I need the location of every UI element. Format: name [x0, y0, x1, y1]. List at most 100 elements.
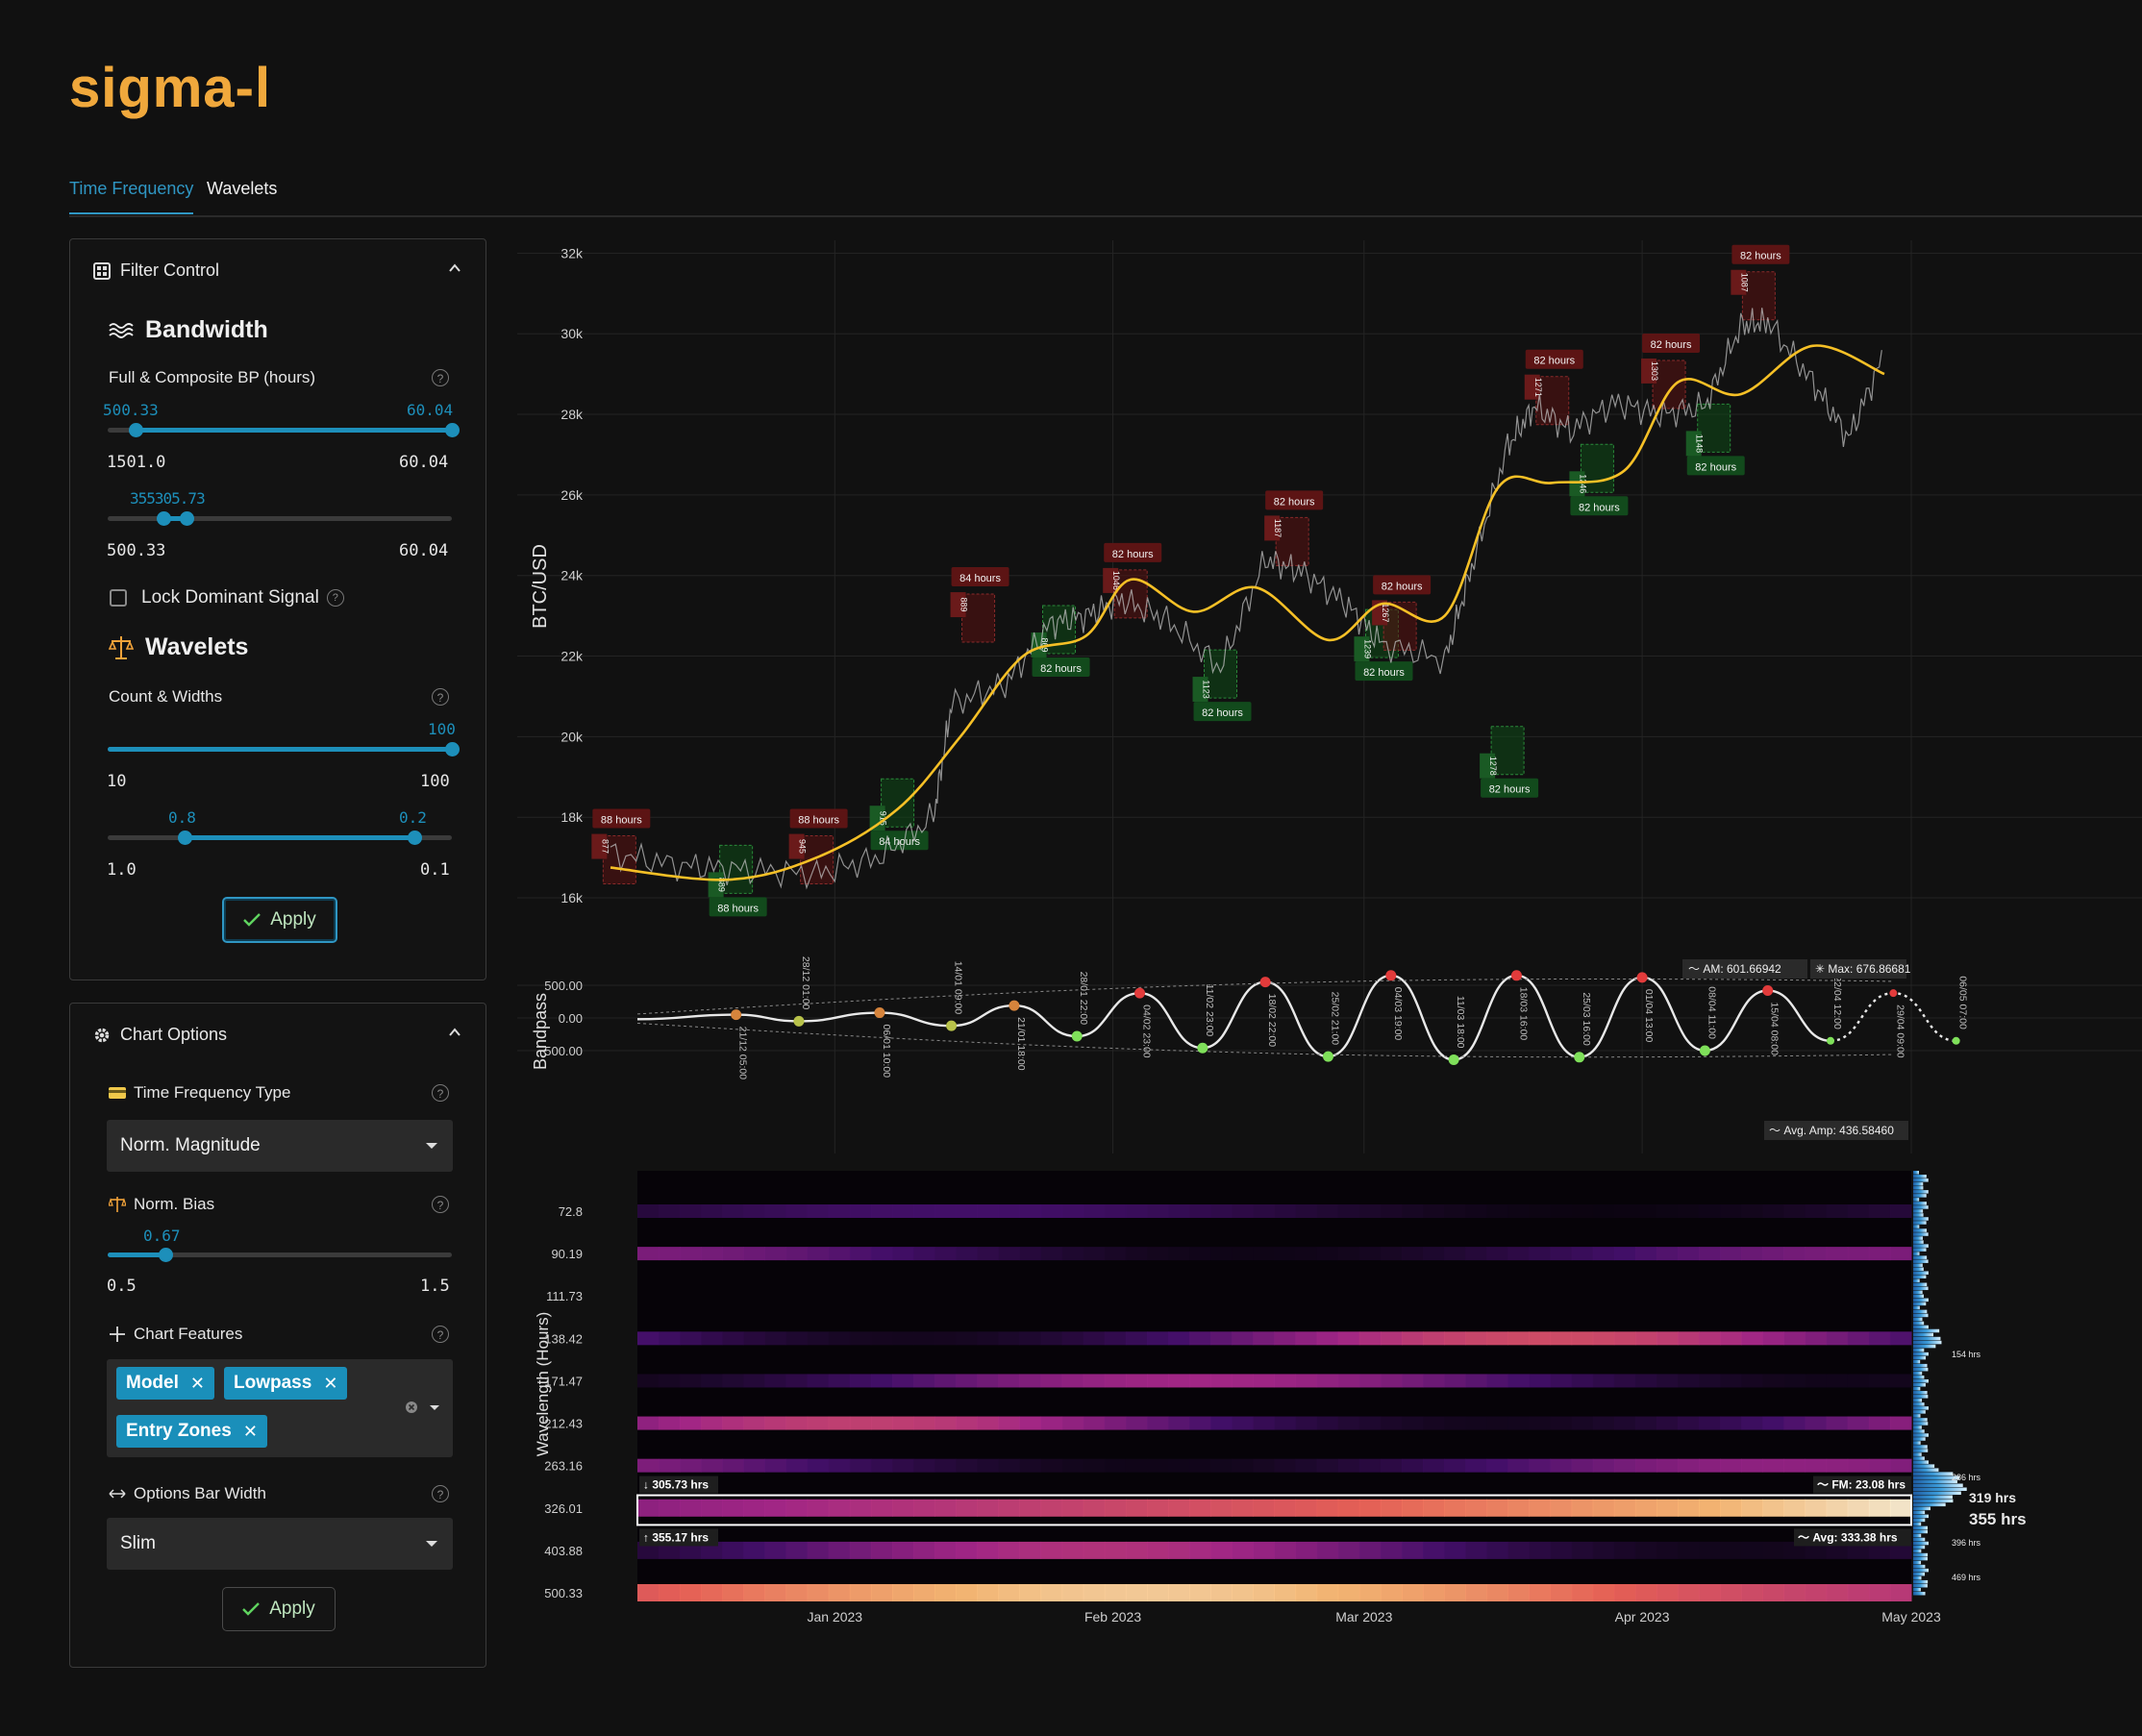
slider-handle[interactable]	[159, 1248, 173, 1262]
chart-features-multiselect[interactable]: Model ✕ Lowpass ✕ Entry Zones ✕	[107, 1359, 453, 1457]
tab-wavelets[interactable]: Wavelets	[207, 179, 278, 198]
heatmap-cell	[913, 1458, 935, 1473]
heatmap-cell	[1634, 1416, 1657, 1430]
heatmap-cell	[977, 1331, 999, 1346]
heatmap-cell	[701, 1584, 723, 1601]
entry-zone	[602, 835, 636, 885]
zone-id: 1239	[1362, 639, 1372, 658]
tf-type-select[interactable]: Norm. Magnitude	[107, 1120, 453, 1172]
heatmap-cell	[998, 1374, 1020, 1388]
close-icon[interactable]: ✕	[242, 1421, 258, 1441]
spectrum-bar	[1913, 1529, 1929, 1534]
heatmap-cell	[1486, 1541, 1508, 1559]
slider-handle[interactable]	[129, 423, 143, 437]
spectrum-bar	[1913, 1198, 1920, 1202]
annotation-bg	[639, 1528, 718, 1547]
slider-handle[interactable]	[445, 423, 460, 437]
heatmap-cell	[1529, 1331, 1552, 1346]
spectrum-bar	[1913, 1510, 1926, 1515]
slider-handle[interactable]	[445, 742, 460, 756]
slider-handle[interactable]	[408, 831, 422, 845]
chart-options-apply-button[interactable]: Apply	[222, 1587, 336, 1631]
bp-range-slider-1[interactable]	[108, 423, 460, 437]
slider-handle[interactable]	[180, 511, 194, 526]
heatmap-cell	[1465, 1499, 1487, 1517]
heatmap-cell	[1550, 1584, 1573, 1601]
chip-lowpass[interactable]: Lowpass ✕	[224, 1367, 348, 1400]
help-icon[interactable]: ?	[326, 589, 344, 607]
help-icon[interactable]: ?	[432, 688, 449, 706]
norm-bias-slider[interactable]	[108, 1248, 452, 1262]
heatmap-cell	[1529, 1374, 1552, 1388]
heatmap-cell	[934, 1541, 957, 1559]
filter-apply-button[interactable]: Apply	[222, 897, 337, 943]
heatmap-cell	[1061, 1541, 1084, 1559]
heatmap-cell	[1592, 1204, 1615, 1218]
zone-label: 88 hours	[601, 815, 642, 827]
clear-icon[interactable]	[405, 1401, 418, 1414]
heatmap-cell	[913, 1416, 935, 1430]
tab-time-frequency[interactable]: Time Frequency	[69, 179, 194, 214]
heatmap-cell	[680, 1416, 702, 1430]
close-icon[interactable]: ✕	[323, 1373, 338, 1393]
spectrum-bar	[1913, 1564, 1926, 1569]
heatmap-cell	[1826, 1247, 1849, 1261]
heatmap-cell	[1783, 1499, 1806, 1517]
slider-handle[interactable]	[178, 831, 192, 845]
heatmap-cell	[1402, 1331, 1424, 1346]
spectrum-bar	[1913, 1383, 1926, 1387]
heatmap-cell	[785, 1331, 809, 1346]
heatmap-cell	[1613, 1499, 1636, 1517]
heatmap-cell	[1337, 1374, 1360, 1388]
bp-range-slider-2[interactable]	[108, 511, 452, 526]
bar-width-select[interactable]: Slim	[107, 1518, 453, 1570]
heatmap-cell	[1232, 1458, 1254, 1473]
spectrum-bar	[1913, 1549, 1922, 1553]
heatmap-cell	[1762, 1458, 1784, 1473]
heatmap-cell	[1699, 1374, 1721, 1388]
lock-dominant-checkbox[interactable]	[110, 589, 127, 607]
chevron-up-icon[interactable]	[449, 1027, 461, 1038]
help-icon[interactable]: ?	[432, 369, 449, 386]
spectrum-bar	[1913, 1171, 1919, 1175]
chart-options-header[interactable]: Chart Options	[93, 1025, 227, 1045]
heatmap-cell	[1571, 1458, 1594, 1473]
heatmap-cell	[828, 1331, 851, 1346]
help-icon[interactable]: ?	[432, 1084, 449, 1102]
chevron-up-icon[interactable]	[449, 262, 461, 274]
bp-time-label: 01/04 13:00	[1643, 989, 1655, 1043]
heatmap-cell	[680, 1247, 702, 1261]
chip-entry-zones[interactable]: Entry Zones ✕	[116, 1415, 267, 1448]
filter-control-header[interactable]: Filter Control	[93, 260, 219, 281]
heatmap-cell	[1083, 1331, 1106, 1346]
heatmap-cell	[1550, 1247, 1573, 1261]
help-icon[interactable]: ?	[432, 1196, 449, 1213]
spectrum-bar	[1913, 1579, 1929, 1584]
spectrum-bar	[1913, 1499, 1954, 1503]
heatmap-cell	[1189, 1374, 1211, 1388]
zone-label: 82 hours	[1274, 496, 1315, 508]
heatmap-cell	[1358, 1584, 1382, 1601]
heatmap-cell	[807, 1416, 830, 1430]
heatmap-cell	[1783, 1584, 1806, 1601]
caret-down-icon[interactable]	[430, 1405, 439, 1410]
heatmap-cell	[701, 1458, 723, 1473]
spectrum-bar	[1913, 1387, 1921, 1391]
heatmap-cell	[1295, 1204, 1318, 1218]
heatmap-cell	[1868, 1374, 1891, 1388]
close-icon[interactable]: ✕	[189, 1373, 205, 1393]
help-icon[interactable]: ?	[432, 1326, 449, 1343]
heatmap-cell	[1592, 1247, 1615, 1261]
bp-trough-marker	[1071, 1030, 1083, 1042]
app-logo: sigma-l	[69, 57, 272, 119]
help-icon[interactable]: ?	[432, 1485, 449, 1502]
wavelet-count-slider[interactable]	[108, 742, 460, 756]
heatmap-cell	[1274, 1541, 1297, 1559]
zone-id-bg	[1480, 753, 1496, 779]
time-frequency-chart[interactable]: 16k 18k 20k 22k 24k 26k 28k 30k 32k BTC/USD 88 hou…	[517, 231, 2142, 1701]
wavelet-width-slider[interactable]	[108, 831, 452, 845]
heatmap-cell	[892, 1416, 914, 1430]
heatmap-cell	[1083, 1374, 1106, 1388]
chip-model[interactable]: Model ✕	[116, 1367, 214, 1400]
slider-handle[interactable]	[157, 511, 171, 526]
